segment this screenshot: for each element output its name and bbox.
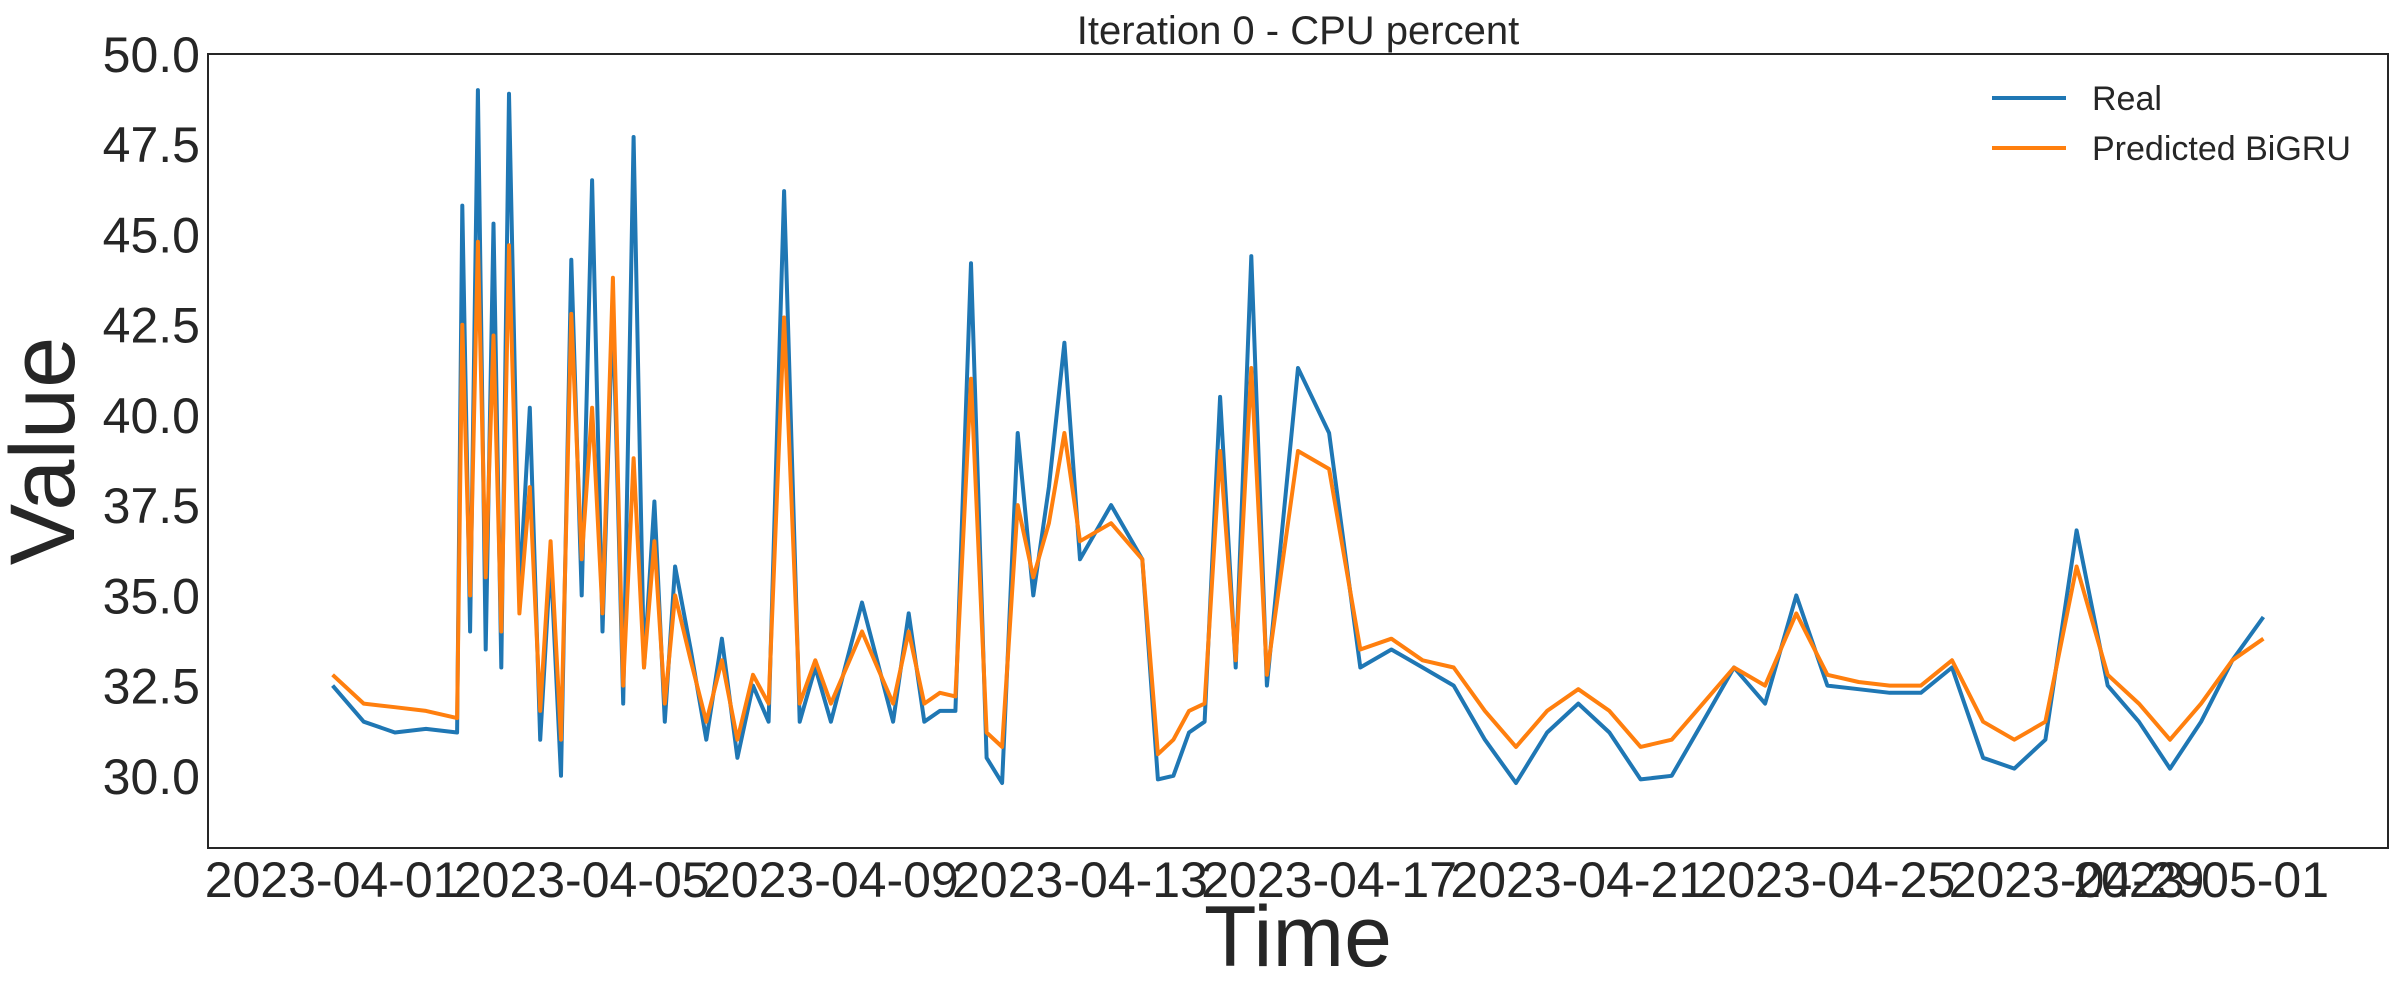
y-tick-label: 37.5 <box>103 478 200 534</box>
x-tick-label: 2023-04-13 <box>952 852 1208 908</box>
y-tick-label: 50.0 <box>103 27 200 83</box>
x-axis-title: Time <box>1204 889 1392 985</box>
x-tick-label: 2023-04-21 <box>1450 852 1706 908</box>
legend-label-predicted-bigru: Predicted BiGRU <box>2092 130 2351 168</box>
x-tick-label: 2023-05-01 <box>2073 852 2329 908</box>
y-tick-label: 32.5 <box>103 659 200 715</box>
legend-label-real: Real <box>2092 80 2162 118</box>
x-tick-label: 2023-04-25 <box>1700 852 1956 908</box>
x-tick-label: 2023-04-05 <box>454 852 710 908</box>
y-tick-label: 35.0 <box>103 568 200 624</box>
series-line-predicted-bigru <box>331 239 2265 757</box>
y-axis-tick-labels: 30.0 32.5 35.0 37.5 40.0 42.5 45.0 47.5 50.0 <box>103 27 200 805</box>
y-axis-title: Value <box>0 337 94 565</box>
series-layer <box>331 88 2266 785</box>
x-tick-label: 2023-04-09 <box>703 852 959 908</box>
x-tick-label: 2023-04-01 <box>205 852 461 908</box>
y-tick-label: 40.0 <box>103 388 200 444</box>
y-tick-label: 42.5 <box>103 298 200 354</box>
plot-area-frame <box>207 53 2389 849</box>
y-tick-label: 45.0 <box>103 207 200 263</box>
chart-title: Iteration 0 - CPU percent <box>1077 9 1519 53</box>
x-tick-label: 2023-04-17 <box>1201 852 1457 908</box>
x-tick-label: 2023-04-29 <box>1949 852 2205 908</box>
y-tick-label: 30.0 <box>103 749 200 805</box>
y-tick-label: 47.5 <box>103 117 200 173</box>
legend: Real Predicted BiGRU <box>1992 80 2351 168</box>
x-axis-tick-labels: 2023-04-012023-04-052023-04-092023-04-13… <box>205 852 2329 908</box>
